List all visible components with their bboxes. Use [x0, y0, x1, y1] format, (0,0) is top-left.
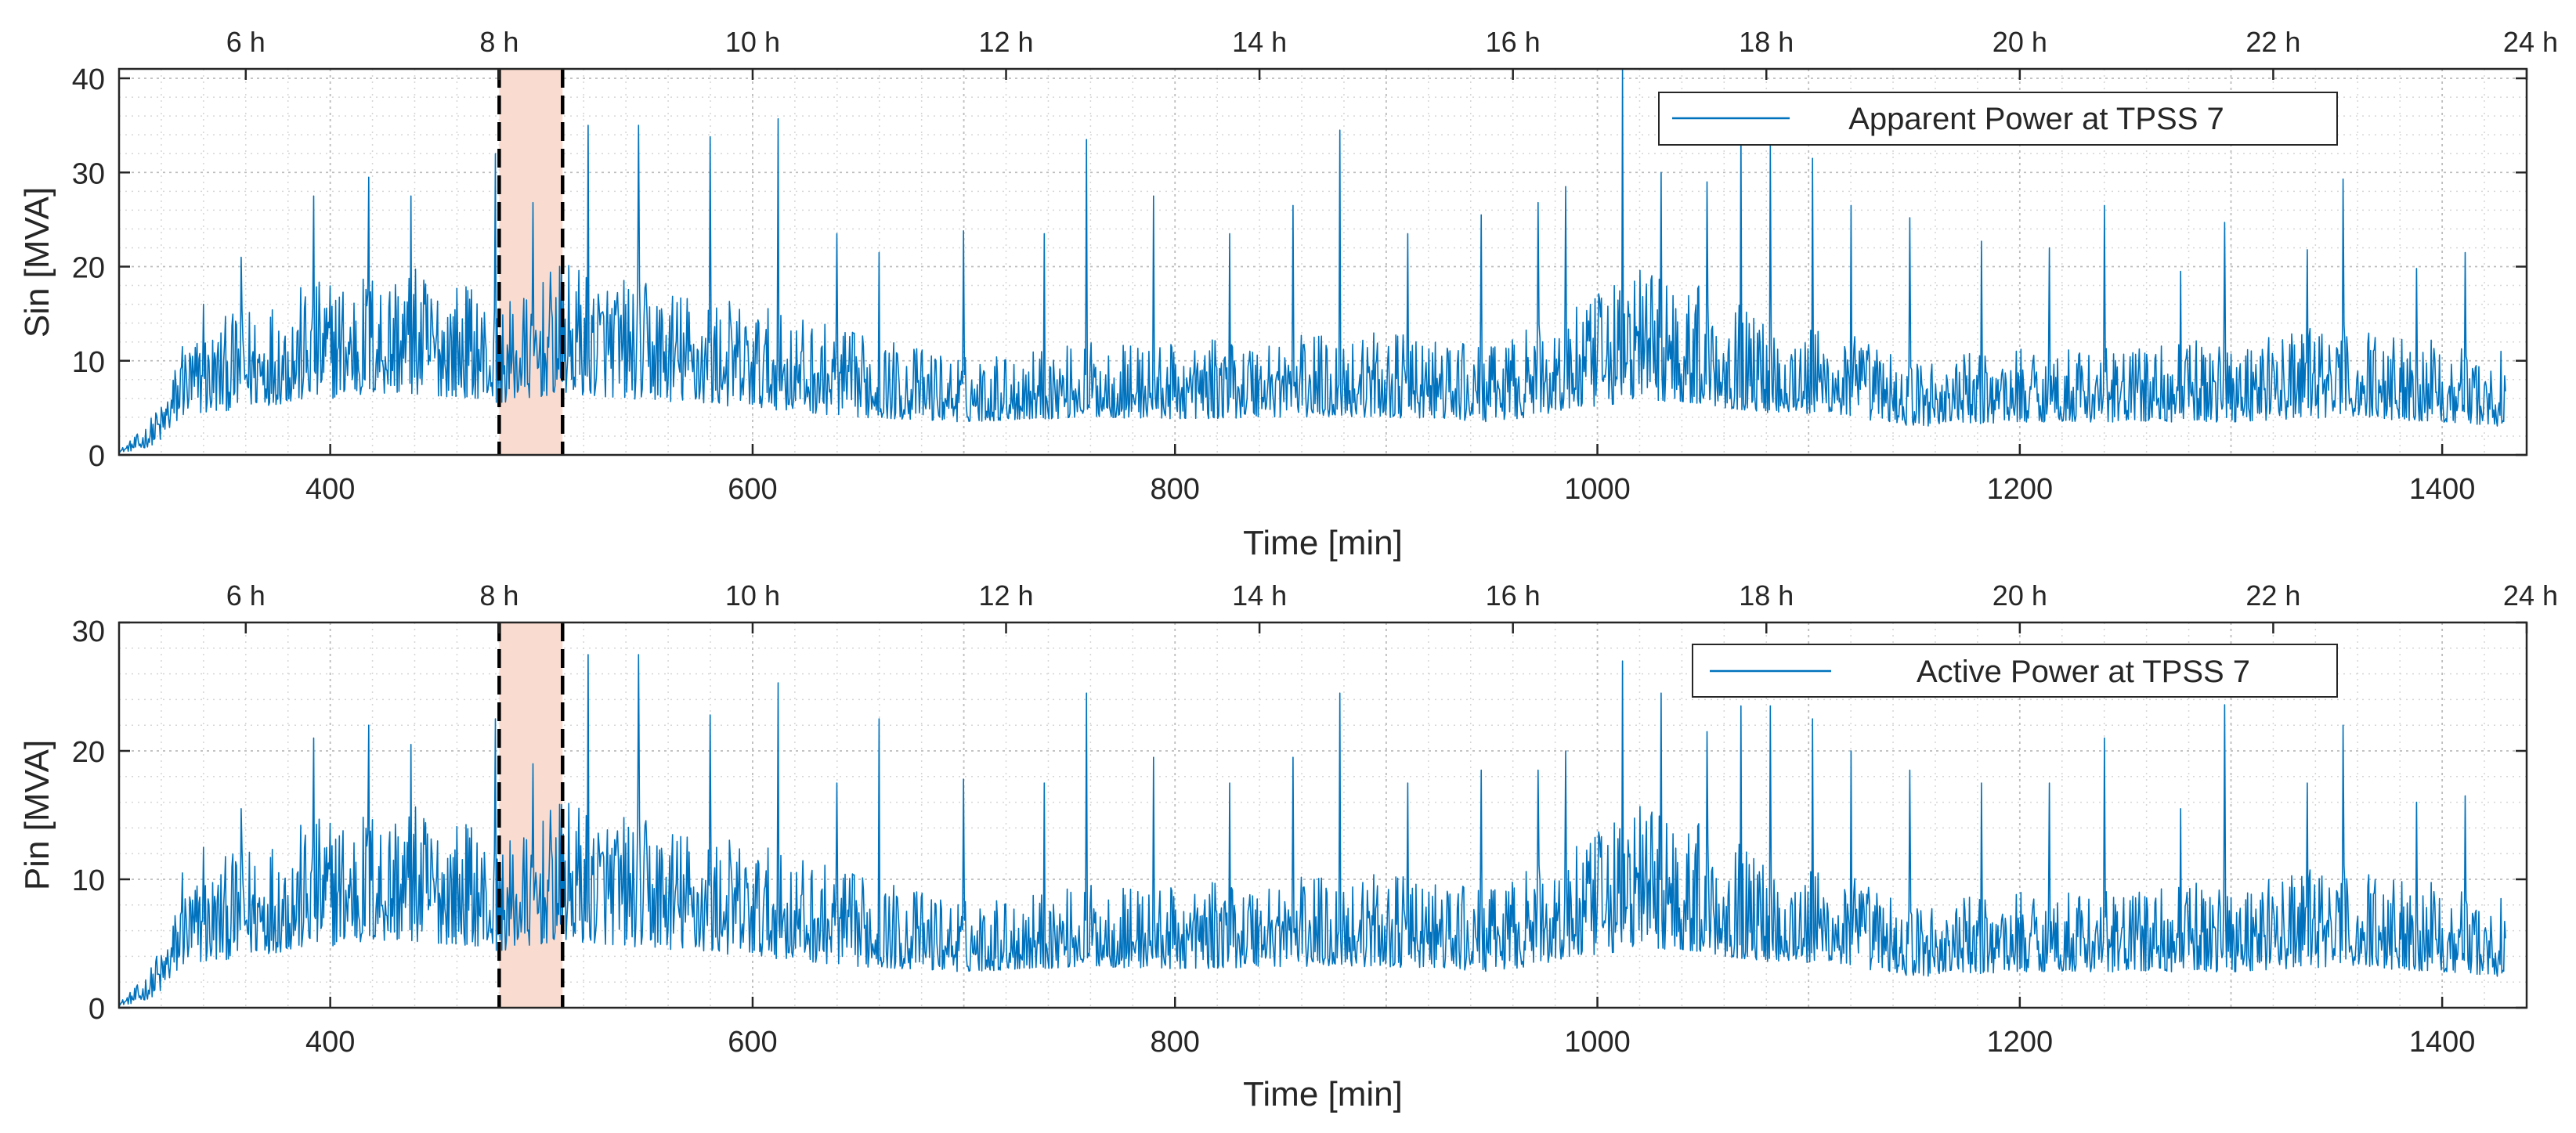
x-tick-label: 800 — [1151, 1026, 1200, 1059]
axes-frame — [117, 67, 2528, 456]
top-tick-label: 24 h — [2503, 26, 2558, 58]
highlight-boundaries — [497, 622, 565, 1008]
legend-label: Active Power at TPSS 7 — [1917, 655, 2250, 689]
top-tick-label: 18 h — [1739, 26, 1794, 58]
top-tick-label: 16 h — [1486, 26, 1541, 58]
top-tick-label: 6 h — [226, 26, 266, 58]
y-axis-label: Pin [MVA] — [18, 740, 56, 890]
top-tick-label: 10 h — [725, 26, 780, 58]
x-tick-label: 1000 — [1564, 1026, 1631, 1059]
highlight-band — [499, 69, 563, 455]
y-tick-labels: 0 10 20 30 — [72, 615, 105, 1026]
axes-frame — [117, 621, 2528, 1009]
series-line — [119, 654, 2506, 1006]
x-tick-label: 400 — [305, 473, 355, 506]
legend: Active Power at TPSS 7 — [1692, 644, 2338, 698]
highlight-boundaries — [497, 69, 565, 455]
top-tick-labels: 6 h 8 h 10 h 12 h 14 h 16 h 18 h 20 h 22 h 24 h — [226, 579, 2558, 612]
x-tick-label: 1200 — [1987, 473, 2054, 506]
tick-marks — [119, 69, 2528, 456]
y-tick-labels: 0 10 20 30 40 — [72, 63, 105, 473]
y-tick-label: 0 — [89, 440, 105, 473]
highlight-band — [499, 622, 563, 1008]
top-tick-label: 22 h — [2245, 26, 2300, 58]
x-tick-label: 600 — [728, 473, 777, 506]
top-tick-label: 12 h — [978, 579, 1033, 612]
top-tick-label: 24 h — [2503, 579, 2558, 612]
top-tick-label: 14 h — [1232, 579, 1287, 612]
x-tick-labels: 400 600 800 1000 1200 1400 — [305, 1026, 2475, 1059]
x-tick-label: 800 — [1151, 473, 1200, 506]
top-tick-label: 16 h — [1486, 579, 1541, 612]
active-power-panel: 400 600 800 1000 1200 1400 0 10 20 30 6 h 8 h 10 h… — [18, 579, 2558, 1113]
highlight-window — [499, 69, 563, 455]
x-tick-labels: 400 600 800 1000 1200 1400 — [305, 473, 2475, 506]
x-tick-label: 600 — [728, 1026, 777, 1059]
x-axis-label: Time [min] — [1243, 524, 1403, 562]
top-tick-label: 6 h — [226, 579, 266, 612]
top-tick-label: 22 h — [2245, 579, 2300, 612]
x-axis-label: Time [min] — [1243, 1075, 1403, 1113]
y-tick-label: 10 — [72, 864, 105, 897]
y-tick-label: 20 — [72, 736, 105, 769]
x-tick-label: 1400 — [2409, 1026, 2476, 1059]
x-tick-label: 400 — [305, 1026, 355, 1059]
x-tick-label: 1000 — [1564, 473, 1631, 506]
tick-marks — [119, 621, 2528, 1009]
x-tick-label: 1400 — [2409, 473, 2476, 506]
series-apparent-power — [119, 69, 2506, 453]
top-tick-label: 12 h — [978, 26, 1033, 58]
top-tick-label: 8 h — [479, 579, 518, 612]
y-tick-label: 0 — [89, 993, 105, 1026]
highlight-window — [499, 622, 563, 1008]
top-tick-label: 10 h — [725, 579, 780, 612]
y-tick-label: 20 — [72, 252, 105, 285]
y-axis-label: Sin [MVA] — [18, 187, 56, 337]
top-tick-label: 20 h — [1993, 579, 2047, 612]
y-tick-label: 10 — [72, 346, 105, 379]
top-tick-labels: 6 h 8 h 10 h 12 h 14 h 16 h 18 h 20 h 22 h 24 h — [226, 26, 2558, 58]
y-tick-label: 40 — [72, 63, 105, 96]
top-tick-label: 8 h — [479, 26, 518, 58]
series-line — [119, 69, 2506, 453]
legend: Apparent Power at TPSS 7 — [1658, 92, 2338, 146]
top-tick-label: 20 h — [1993, 26, 2047, 58]
top-tick-label: 14 h — [1232, 26, 1287, 58]
legend-label: Apparent Power at TPSS 7 — [1848, 102, 2224, 136]
apparent-power-panel: 400 600 800 1000 1200 1400 0 10 20 30 40 6 h 8 h 10… — [18, 26, 2558, 562]
series-active-power — [119, 654, 2506, 1006]
y-tick-label: 30 — [72, 615, 105, 648]
top-tick-label: 18 h — [1739, 579, 1794, 612]
x-tick-label: 1200 — [1987, 1026, 2054, 1059]
y-tick-label: 30 — [72, 157, 105, 190]
